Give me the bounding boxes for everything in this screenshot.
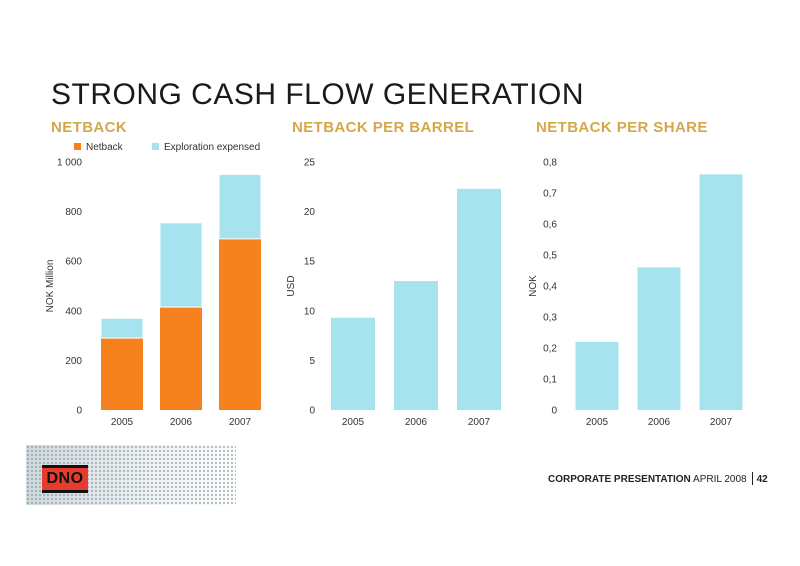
netback-bar-2005-netback [101,338,143,410]
legend-swatch-netback [74,143,81,150]
netback-per-share-bar-2006 [637,267,681,410]
netback-bar-2006-netback [160,307,202,410]
legend-swatch-exploration-expensed [152,143,159,150]
netback-ytick-label: 800 [65,207,82,218]
netback-per-barrel-ytick-label: 5 [309,356,315,367]
netback-ytick-label: 1 000 [57,158,82,169]
footer-label: CORPORATE PRESENTATION [548,474,691,485]
page-number: 42 [756,474,768,485]
netback-per-barrel-ytick-label: 15 [304,257,316,268]
netback-per-share-xtick-label: 2006 [648,417,671,428]
netback-per-share-ytick-label: 0,4 [543,282,557,293]
netback-per-barrel-ytick-label: 20 [304,207,316,218]
netback-per-share-xtick-label: 2007 [710,417,733,428]
chart-title-netback-per-share: NETBACK PER SHARE [536,119,708,136]
chart-title-netback: NETBACK [51,119,128,136]
netback-per-barrel-xtick-label: 2007 [468,417,491,428]
netback-per-barrel-bar-2007 [457,188,501,410]
netback-per-barrel-xtick-label: 2006 [405,417,428,428]
netback-per-barrel-bar-2006 [394,281,438,410]
netback-bar-2007-netback [219,238,261,410]
chart-title-netback-per-barrel: NETBACK PER BARREL [292,119,475,136]
netback-per-barrel-ylabel: USD [286,275,297,296]
netback-ytick-label: 0 [76,406,82,417]
legend-label-exploration-expensed: Exploration expensed [164,142,260,153]
footer-date: APRIL 2008 [693,474,747,485]
netback-per-share-ytick-label: 0,5 [543,251,557,262]
netback-per-share-xtick-label: 2005 [586,417,609,428]
netback-per-share-bar-2007 [699,174,743,410]
netback-per-share-ytick-label: 0 [551,406,557,417]
netback-per-share-ytick-label: 0,6 [543,220,557,231]
netback-per-barrel-bar-2005 [331,317,375,410]
netback-xtick-label: 2006 [170,417,193,428]
page-title: STRONG CASH FLOW GENERATION [51,78,584,111]
netback-per-barrel-xtick-label: 2005 [342,417,365,428]
netback-bar-2007-exploration-expensed [218,173,262,240]
netback-per-share-ytick-label: 0,7 [543,189,557,200]
footer: CORPORATE PRESENTATION APRIL 2008 42 [548,472,768,485]
netback-xtick-label: 2007 [229,417,252,428]
legend-label-netback: Netback [86,142,124,153]
netback-ytick-label: 200 [65,356,82,367]
netback-per-share-ytick-label: 0,1 [543,375,557,386]
netback-per-barrel-ytick-label: 10 [304,306,316,317]
netback-per-share-ytick-label: 0,3 [543,313,557,324]
netback-bar-2006-exploration-expensed [159,222,203,308]
netback-per-share-bar-2005 [575,341,619,410]
netback-ylabel: NOK Million [45,260,56,313]
netback-xtick-label: 2005 [111,417,134,428]
netback-per-barrel-ytick-label: 25 [304,158,316,169]
netback-ytick-label: 600 [65,257,82,268]
netback-bar-2005-exploration-expensed [100,317,144,339]
footer-separator [751,472,753,485]
netback-per-share-ylabel: NOK [528,275,539,297]
netback-ytick-label: 400 [65,306,82,317]
dno-logo: DNO [42,465,88,493]
logo-text: DNO [46,470,84,487]
netback-per-barrel-ytick-label: 0 [309,406,315,417]
netback-per-share-ytick-label: 0,2 [543,344,557,355]
netback-per-share-ytick-label: 0,8 [543,158,557,169]
